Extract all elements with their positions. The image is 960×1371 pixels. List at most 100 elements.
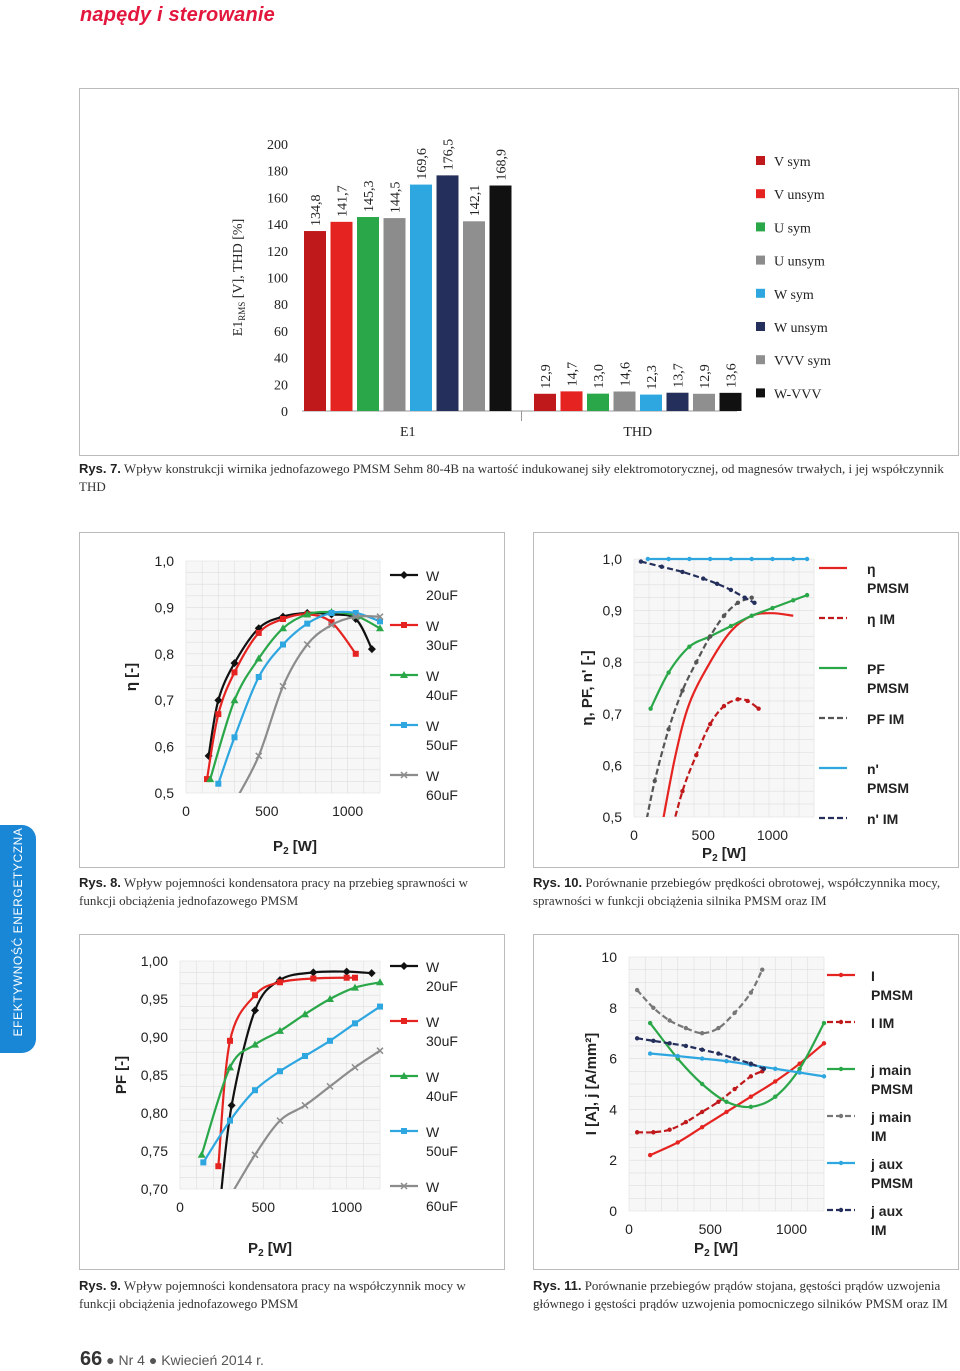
rys11-ytick-label: 10 [601,949,617,965]
data-point [651,1038,656,1044]
rys11-ytick-label: 2 [609,1152,617,1168]
footer-dot-1: ● [106,1352,115,1368]
rys10-series-markers [648,592,810,711]
data-point [227,1194,233,1200]
data-point [230,696,239,704]
data-point [197,1150,206,1158]
rys10-series-line [662,612,794,817]
data-point [716,1025,721,1031]
data-point [310,975,317,982]
figure-10-caption-label: Rys. 10. [533,875,583,890]
data-point [401,1128,407,1134]
data-point [309,968,318,977]
rys9-legend-label-2: 20uF [426,978,458,994]
rys7-bar [640,394,662,411]
rys10-x-axis-label: P2 [W] [702,845,746,864]
data-point [231,734,238,741]
page-footer: 66 ● Nr 4 ● Kwiecień 2014 r. [80,1348,264,1371]
rys9-xtick-label: 1000 [331,1199,362,1215]
figure-10-caption: Rys. 10. Porównanie przebiegów prędkości… [533,874,957,910]
rys9-xtick-label: 0 [176,1199,184,1215]
figure-8-caption-text: Wpływ pojemności kondensatora pracy na p… [79,875,468,908]
rys7-data-label: 14,7 [566,362,581,387]
data-point [699,1124,705,1130]
figure-9-box: 0,70 0,75 0,80 0,85 0,90 0,95 1,00 0 500 1000 PF [… [79,934,505,1270]
rys10-legend-label: n' [867,761,879,777]
data-point [773,1094,778,1099]
data-point [252,992,258,999]
rys11-series-line [636,969,764,1035]
rys11-ytick-label: 4 [609,1101,617,1117]
rys7-category-label: THD [623,425,652,440]
data-point [716,1051,721,1056]
data-point [226,1063,234,1071]
data-point [647,1020,653,1026]
data-point [303,610,312,618]
rys9-legend-label: W [426,1069,440,1085]
sidebar-label: EFEKTYWNOŚĆ ENERGETYCZNA [11,827,25,1037]
data-point [251,1006,259,1015]
data-point [647,1051,653,1056]
data-point [647,1152,653,1158]
rys7-bar [410,184,432,411]
rys9-ytick-label: 1,00 [141,953,168,969]
rys7-bar [304,231,326,411]
data-point [304,620,311,627]
data-point [761,1066,767,1071]
data-point [675,1053,680,1059]
data-point [634,987,640,993]
data-point [254,624,263,633]
data-point [634,1036,640,1041]
page-number: 66 [80,1348,103,1370]
data-point [301,1101,309,1109]
figure-7-caption-label: Rys. 7. [79,461,121,476]
rys10-series-markers [645,556,810,562]
rys9-y-axis-label: PF [-] [113,1056,130,1094]
rys7-data-label: 12,9 [539,364,554,389]
data-point [342,967,351,976]
rys10-legend-label: η IM [867,611,895,627]
data-point [401,622,407,628]
data-point [694,660,699,665]
data-point [748,990,754,995]
data-point [728,587,734,593]
rys9-x-axis-label: P2 [W] [248,1240,292,1259]
rys8-legend-label-2: 30uF [426,637,458,653]
data-point [401,722,407,728]
rys9-legend-label: W [426,959,440,975]
rys8-ytick-label: 0,7 [155,692,175,708]
rys9-series-markers [215,974,358,1170]
data-point [770,556,775,562]
data-point [732,1086,737,1092]
data-point [251,1151,259,1159]
data-point [303,640,311,649]
data-point [732,1056,737,1061]
figure-11-box: 0 2 4 6 8 10 0 500 1000 I [A], j [A/mm²] P2 [W] I PM… [533,934,959,1270]
rys7-data-label: 12,3 [645,365,660,390]
rys7-y-axis-label: E1RMS [V], THD [%] [231,219,247,337]
rys7-ytick-label: 180 [267,165,288,180]
data-point [707,721,713,727]
data-point [770,605,775,611]
data-point [724,1058,729,1064]
rys8-xtick-label: 500 [255,803,279,819]
data-point [230,659,239,668]
rys7-legend-swatch [756,255,765,265]
rys11-series-line [637,1070,763,1134]
rys11-xtick-label: 0 [625,1221,633,1237]
data-point [699,1056,705,1061]
data-point [214,696,223,705]
rys8-ytick-label: 0,6 [155,739,175,755]
data-point [797,1070,802,1075]
data-point [206,775,215,783]
rys10-legend-label: PF [867,661,885,677]
data-point [735,697,741,702]
rys7-ytick-label: 60 [274,325,288,340]
rys7-ytick-label: 80 [274,298,288,313]
rys7-legend-label: VVV sym [774,354,831,369]
data-point [301,1010,309,1018]
rys7-category-label: E1 [400,425,416,440]
data-point [376,978,384,986]
data-point [666,670,671,675]
data-point [735,600,741,606]
